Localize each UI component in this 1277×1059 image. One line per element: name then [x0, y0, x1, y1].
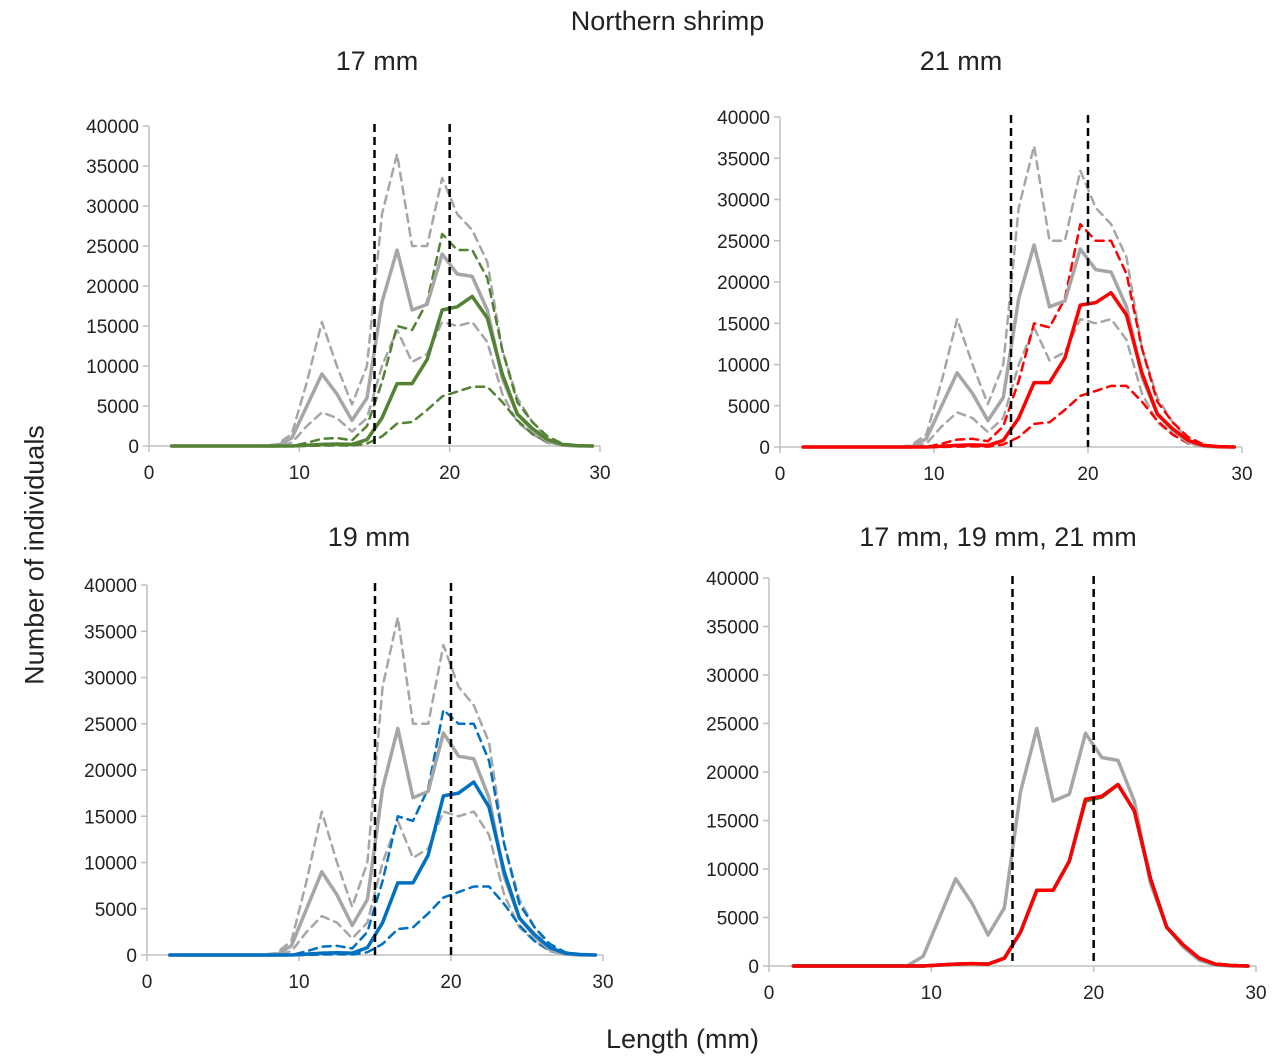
- x-tick-label: 0: [144, 463, 155, 484]
- y-tick-label: 40000: [717, 108, 770, 129]
- y-tick-label: 10000: [706, 860, 759, 881]
- y-tick-label: 20000: [717, 273, 770, 294]
- y-tick-label: 30000: [84, 669, 137, 690]
- y-tick-label: 25000: [84, 715, 137, 736]
- x-tick-label: 10: [289, 463, 310, 484]
- y-tick-label: 15000: [86, 317, 139, 338]
- y-tick-label: 0: [128, 437, 139, 458]
- y-tick-label: 35000: [717, 149, 770, 170]
- x-tick-label: 20: [439, 463, 460, 484]
- x-tick-label: 0: [764, 983, 775, 1004]
- figure-title: Northern shrimp: [570, 6, 765, 36]
- y-tick-label: 20000: [86, 277, 139, 298]
- x-tick-label: 20: [440, 972, 461, 993]
- y-tick-label: 20000: [706, 763, 759, 784]
- y-tick-label: 30000: [706, 666, 759, 687]
- y-tick-label: 5000: [728, 397, 770, 418]
- y-tick-label: 5000: [717, 909, 759, 930]
- series-line-green-solid: [169, 294, 595, 448]
- y-tick-label: 5000: [97, 397, 139, 418]
- panel-title: 21 mm: [920, 46, 1003, 76]
- x-tick-label: 30: [1231, 464, 1252, 485]
- x-tick-label: 10: [921, 983, 942, 1004]
- y-tick-label: 15000: [717, 314, 770, 335]
- y-tick-label: 35000: [86, 157, 139, 178]
- y-tick-label: 25000: [86, 237, 139, 258]
- series-line-blue-solid: [168, 780, 598, 957]
- x-tick-label: 30: [589, 463, 610, 484]
- y-tick-label: 5000: [95, 900, 137, 921]
- y-tick-label: 15000: [84, 807, 137, 828]
- y-tick-label: 25000: [706, 715, 759, 736]
- y-tick-label: 0: [126, 946, 137, 967]
- x-tick-label: 0: [142, 972, 153, 993]
- y-tick-label: 10000: [86, 357, 139, 378]
- chart-panel-4: 17 mm, 19 mm, 21 mm 0 5000 10000 15000 20000 2…: [706, 522, 1266, 1004]
- y-tick-label: 40000: [706, 569, 759, 590]
- chart-panel-1: 17 mm 0 5000 10000 15000 20000 25000 30000 35000…: [86, 46, 610, 484]
- y-tick-label: 10000: [84, 854, 137, 875]
- y-tick-label: 30000: [86, 197, 139, 218]
- x-tick-label: 0: [775, 464, 786, 485]
- x-tick-label: 30: [592, 972, 613, 993]
- y-tick-label: 20000: [84, 761, 137, 782]
- y-tick-label: 35000: [84, 622, 137, 643]
- series-line-red-dashed: [801, 222, 1236, 449]
- y-tick-label: 0: [748, 957, 759, 978]
- panel-title: 19 mm: [328, 522, 411, 552]
- y-tick-label: 35000: [706, 618, 759, 639]
- panel-title: 17 mm: [336, 46, 419, 76]
- chart-panel-2: 21 mm 0 5000 10000 15000 20000 25000 30000 35000…: [717, 46, 1252, 485]
- series-line-red-solid: [791, 782, 1250, 968]
- x-tick-label: 10: [288, 972, 309, 993]
- y-tick-label: 25000: [717, 232, 770, 253]
- x-axis-title: Length (mm): [605, 1024, 760, 1054]
- y-tick-label: 40000: [84, 576, 137, 597]
- panel-title: 17 mm, 19 mm, 21 mm: [859, 522, 1137, 552]
- series-line-red-solid: [801, 290, 1237, 449]
- x-tick-label: 30: [1245, 983, 1266, 1004]
- y-tick-label: 15000: [706, 812, 759, 833]
- y-tick-label: 0: [759, 438, 770, 459]
- y-tick-label: 40000: [86, 117, 139, 138]
- x-tick-label: 20: [1077, 464, 1098, 485]
- chart-panel-3: 19 mm 0 5000 10000 15000 20000 25000 30000 35000…: [84, 522, 613, 993]
- x-tick-label: 20: [1083, 983, 1104, 1004]
- y-tick-label: 30000: [717, 191, 770, 212]
- y-tick-label: 10000: [717, 356, 770, 377]
- x-tick-label: 10: [923, 464, 944, 485]
